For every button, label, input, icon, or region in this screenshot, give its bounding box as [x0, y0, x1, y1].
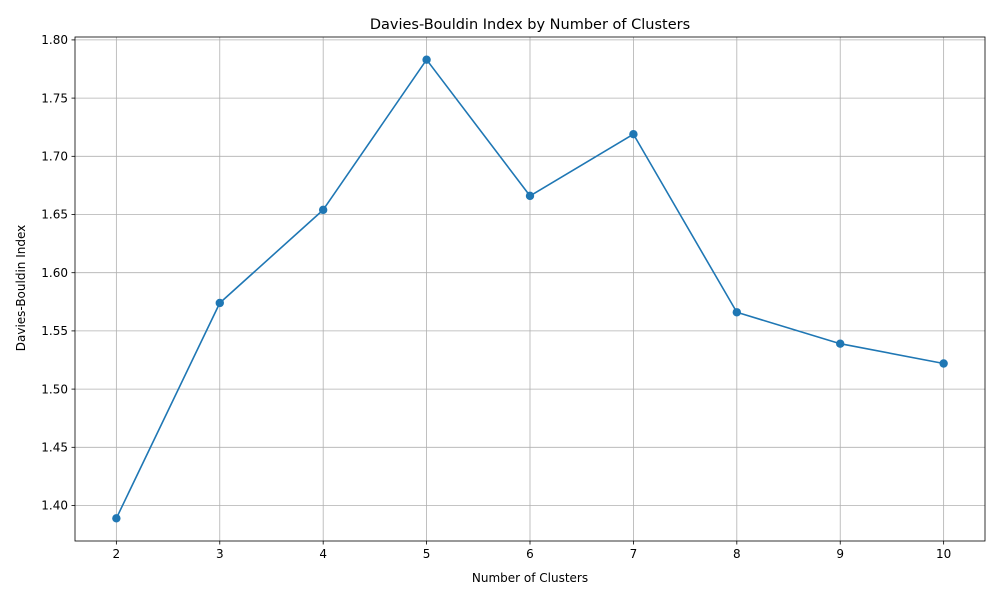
y-tick-label: 1.75 — [41, 91, 68, 105]
y-tick-label: 1.40 — [41, 499, 68, 513]
series-layer — [112, 55, 948, 523]
x-tick-label: 5 — [423, 547, 431, 561]
y-tick-label: 1.70 — [41, 150, 68, 164]
plot-frame — [74, 36, 986, 542]
x-tick-label: 7 — [630, 547, 638, 561]
data-point — [732, 308, 742, 317]
grid-layer — [75, 37, 985, 541]
y-axis-title: Davies-Bouldin Index — [14, 225, 28, 352]
data-point — [422, 55, 431, 64]
y-tick-label: 1.50 — [41, 382, 68, 396]
y-tick-label: 1.65 — [41, 208, 68, 222]
data-point — [629, 129, 638, 139]
x-tick-label: 2 — [113, 547, 121, 561]
data-point — [318, 205, 328, 215]
data-point — [836, 339, 845, 348]
y-tick-label: 1.55 — [41, 324, 68, 338]
chart-title: Davies-Bouldin Index by Number of Cluste… — [370, 17, 690, 33]
x-axis-title: Number of Clusters — [472, 571, 588, 585]
x-tick-label: 6 — [526, 547, 534, 561]
y-tick-label: 1.60 — [41, 266, 68, 280]
label-layer: Davies-Bouldin Index by Number of Cluste… — [14, 17, 690, 585]
y-tick-label: 1.45 — [41, 441, 68, 455]
x-tick-label: 8 — [733, 547, 741, 561]
x-tick-label: 3 — [216, 547, 224, 561]
data-point — [939, 359, 948, 368]
x-tick-label: 9 — [836, 547, 844, 561]
x-tick-label: 10 — [936, 547, 951, 561]
axes-layer: 2 3 4 5 6 7 8 9 10 1.40 1.45 1.50 1.55 1.60 1.65 1.70 1.… — [41, 33, 986, 561]
data-point — [525, 191, 535, 201]
data-point — [215, 298, 224, 308]
x-tick-label: 4 — [319, 547, 327, 561]
data-point — [112, 514, 121, 523]
y-tick-label: 1.80 — [41, 33, 68, 47]
